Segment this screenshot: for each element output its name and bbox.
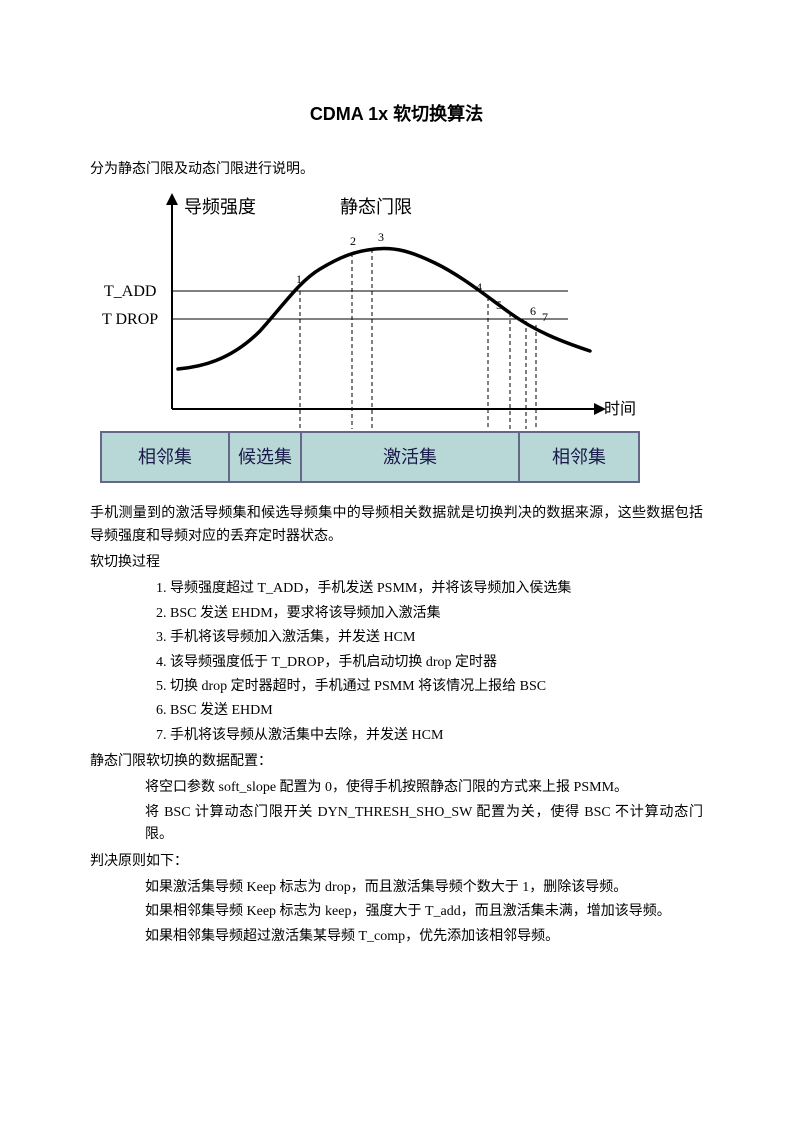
band-cell: 候选集 xyxy=(230,433,302,481)
handoff-steps-list: 导频强度超过 T_ADD，手机发送 PSMM，并将该导频加入侯选集 BSC 发送 … xyxy=(90,578,703,747)
svg-text:1: 1 xyxy=(296,272,302,286)
svg-text:T_ADD: T_ADD xyxy=(104,283,156,300)
band-cell: 相邻集 xyxy=(520,433,638,481)
svg-text:7: 7 xyxy=(542,310,548,324)
paragraph-softslope: 将空口参数 soft_slope 配置为 0，使得手机按照静态门限的方式来上报 … xyxy=(90,777,703,799)
svg-text:2: 2 xyxy=(350,234,356,248)
paragraph-process-title: 软切换过程 xyxy=(90,552,703,574)
chart-svg: T_ADDT DROP导频强度静态门限时间1234567 xyxy=(100,191,640,431)
svg-text:5: 5 xyxy=(496,298,502,312)
paragraph-rule-2: 如果相邻集导频 Keep 标志为 keep，强度大于 T_add，而且激活集未满… xyxy=(90,901,703,923)
step-item: 导频强度超过 T_ADD，手机发送 PSMM，并将该导频加入侯选集 xyxy=(170,578,703,600)
band-cell: 激活集 xyxy=(302,433,520,481)
svg-text:时间: 时间 xyxy=(604,400,636,418)
chart-band-row: 相邻集候选集激活集相邻集 xyxy=(100,431,640,483)
step-item: BSC 发送 EHDM xyxy=(170,700,703,722)
svg-text:4: 4 xyxy=(476,280,482,294)
intro-text: 分为静态门限及动态门限进行说明。 xyxy=(90,159,703,181)
paragraph-config-title: 静态门限软切换的数据配置： xyxy=(90,751,703,773)
paragraph-rule-3: 如果相邻集导频超过激活集某导频 T_comp，优先添加该相邻导频。 xyxy=(90,926,703,948)
static-threshold-chart: T_ADDT DROP导频强度静态门限时间1234567 相邻集候选集激活集相邻… xyxy=(100,191,640,483)
svg-text:静态门限: 静态门限 xyxy=(340,197,412,217)
paragraph-measurement: 手机测量到的激活导频集和候选导频集中的导频相关数据就是切换判决的数据来源，这些数… xyxy=(90,503,703,548)
paragraph-rule-1: 如果激活集导频 Keep 标志为 drop，而且激活集导频个数大于 1，删除该导… xyxy=(90,877,703,899)
page-title: CDMA 1x 软切换算法 xyxy=(90,100,703,129)
step-item: 手机将该导频加入激活集，并发送 HCM xyxy=(170,627,703,649)
paragraph-dynthresh: 将 BSC 计算动态门限开关 DYN_THRESH_SHO_SW 配置为关，使得… xyxy=(90,802,703,847)
band-cell: 相邻集 xyxy=(102,433,230,481)
svg-text:T DROP: T DROP xyxy=(102,311,158,328)
svg-text:3: 3 xyxy=(378,230,384,244)
step-item: 该导频强度低于 T_DROP，手机启动切换 drop 定时器 xyxy=(170,652,703,674)
step-item: 手机将该导频从激活集中去除，并发送 HCM xyxy=(170,725,703,747)
svg-text:6: 6 xyxy=(530,304,536,318)
paragraph-decision-title: 判决原则如下： xyxy=(90,851,703,873)
step-item: 切换 drop 定时器超时，手机通过 PSMM 将该情况上报给 BSC xyxy=(170,676,703,698)
step-item: BSC 发送 EHDM，要求将该导频加入激活集 xyxy=(170,603,703,625)
svg-text:导频强度: 导频强度 xyxy=(184,197,256,217)
